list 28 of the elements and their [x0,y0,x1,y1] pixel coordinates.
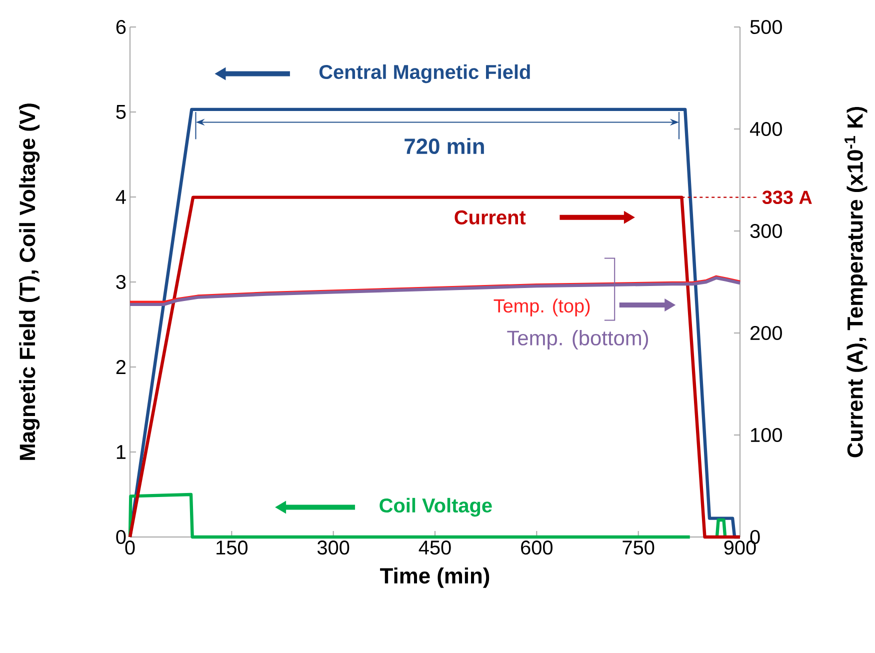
x-tick-label: 300 [317,540,350,555]
series-label: Temp. (top) [494,298,590,316]
y2-tick-label: 100 [751,428,782,442]
series-label: Current [454,210,526,224]
y-tick-label: 1 [116,445,126,459]
y2-tick-label: 300 [750,224,782,238]
y-tick-label: 2 [116,360,126,374]
y-axis-title: Magnetic Field (T), Coil Voltage (V) [19,104,40,460]
legend-label: Coil Voltage [380,498,492,517]
text: Temp. (bottom) [507,330,648,350]
ref-line-label: 333 A [762,190,812,204]
legend-label: Central Magnetic Field [319,64,530,84]
y-tick-label: 5 [116,105,126,119]
x-axis-title: Time (min) [380,567,490,588]
y-tick-label: 4 [116,190,126,204]
y-tick-label: 0 [116,530,126,544]
x-tick-label: 750 [622,540,654,555]
x-tick-label: 0 [125,540,135,555]
y2-tick-label: 200 [750,326,782,340]
x-tick-label: 450 [418,540,451,555]
x-tick-label: 150 [216,540,248,555]
x-tick-label: 600 [521,540,552,555]
y-tick-label: 3 [116,274,126,290]
y2-tick-label: 400 [750,122,782,136]
annotation: 720 min [404,138,484,154]
y2-axis-title: Current (A), Temperature (x10$^{-1}$ K) [844,106,868,458]
y2-tick-label: 500 [750,20,782,34]
y-tick-label: 6 [116,20,126,34]
